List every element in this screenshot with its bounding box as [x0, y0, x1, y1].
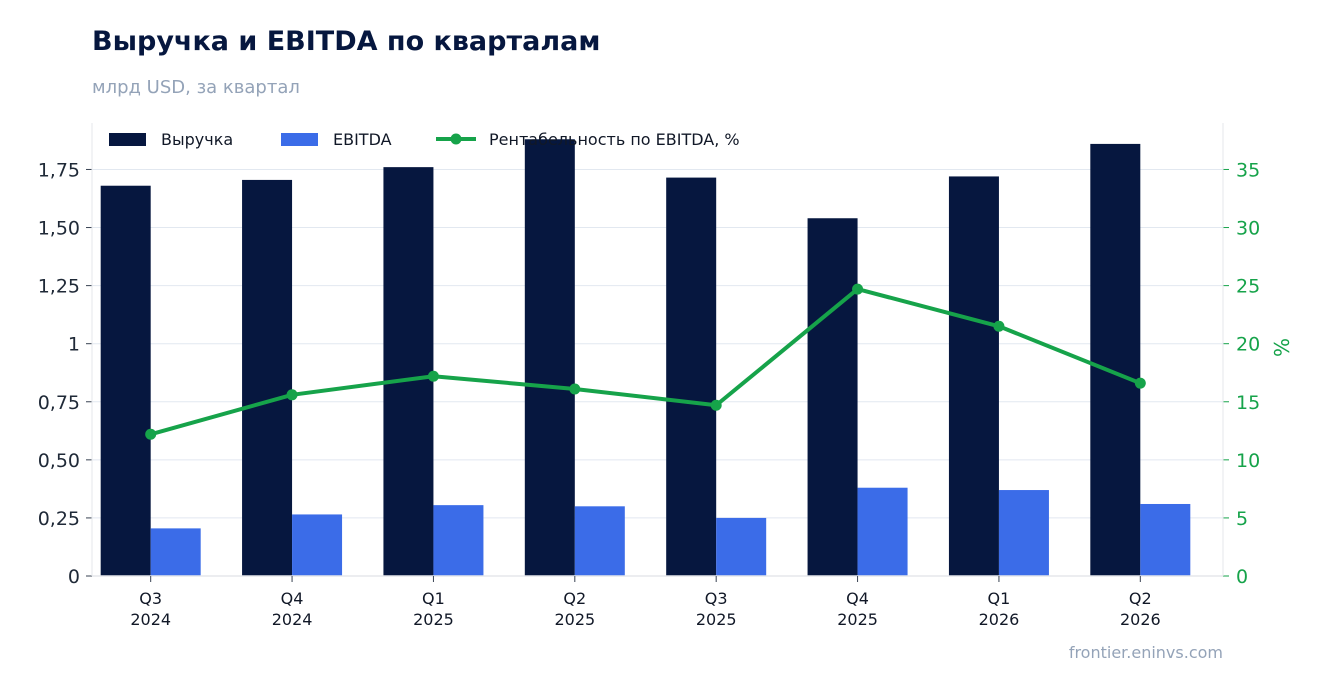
y-left-tick-label: 1,75 [38, 159, 80, 181]
x-tick-label-quarter: Q2 [563, 589, 586, 608]
x-tick-label-quarter: Q4 [846, 589, 869, 608]
x-tick-label-year: 2026 [979, 610, 1020, 629]
x-tick-label-quarter: Q3 [705, 589, 728, 608]
y-right-tick-label: 25 [1236, 276, 1260, 298]
bar-revenue [807, 218, 858, 576]
y-right-tick-label: 10 [1236, 450, 1260, 472]
bar-revenue [524, 139, 575, 576]
x-tick-label-quarter: Q4 [281, 589, 304, 608]
bar-ebitda [716, 517, 767, 576]
x-tick-label-quarter: Q1 [988, 589, 1011, 608]
bar-revenue [666, 177, 717, 577]
y-right-tick-label: 0 [1236, 566, 1248, 588]
x-tick-label-quarter: Q2 [1129, 589, 1152, 608]
y-left-tick-label: 0,25 [38, 508, 80, 530]
x-tick-label-year: 2024 [130, 610, 171, 629]
x-tick-label-year: 2025 [413, 610, 454, 629]
bar-ebitda [433, 505, 484, 576]
legend-label-revenue: Выручка [161, 130, 233, 149]
y-left-tick-label: 1 [68, 334, 80, 356]
legend: Выручка EBITDA Рентабельность по EBITDA, % [109, 130, 740, 149]
y-right-tick-label: 30 [1236, 218, 1260, 240]
y-right-tick-label: 15 [1236, 392, 1260, 414]
point-ebitda-margin [1134, 377, 1146, 389]
point-ebitda-margin [427, 370, 439, 382]
x-tick-label-year: 2024 [272, 610, 313, 629]
y-left-tick-label: 1,50 [38, 218, 80, 240]
y-left-tick-label: 0,75 [38, 392, 80, 414]
bar-ebitda [857, 487, 908, 576]
margin-line [145, 283, 1146, 440]
bar-ebitda [574, 506, 625, 576]
y-right-tick-label: 35 [1236, 159, 1260, 181]
bar-revenue [100, 185, 151, 576]
bar-revenue [242, 179, 293, 576]
bar-revenue [948, 176, 999, 576]
legend-label-ebitda: EBITDA [333, 130, 392, 149]
point-ebitda-margin [852, 283, 864, 295]
legend-swatch-margin-point [450, 133, 462, 145]
legend-swatch-ebitda [281, 133, 318, 146]
legend-label-margin: Рентабельность по EBITDA, % [489, 130, 740, 149]
point-ebitda-margin [993, 320, 1005, 332]
y-right-tick-label: 5 [1236, 508, 1248, 530]
y-right-tick-label: 20 [1236, 334, 1260, 356]
chart-title: Выручка и EBITDA по кварталам [92, 26, 601, 57]
tick-labels: 00,250,500,7511,251,501,7505101520253035… [38, 159, 1294, 629]
bar-ebitda [292, 514, 343, 576]
point-ebitda-margin [710, 399, 722, 411]
bar-ebitda [150, 528, 201, 576]
chart-subtitle: млрд USD, за квартал [92, 77, 300, 98]
axes [86, 123, 1229, 582]
bar-revenue [1090, 143, 1141, 576]
x-tick-label-quarter: Q3 [139, 589, 162, 608]
y-right-axis-title: % [1270, 338, 1294, 357]
x-tick-label-year: 2026 [1120, 610, 1161, 629]
bars [100, 139, 1191, 577]
y-left-tick-label: 0,50 [38, 450, 80, 472]
bar-revenue [383, 167, 434, 576]
line-ebitda-margin [150, 287, 1142, 437]
point-ebitda-margin [145, 428, 157, 440]
bar-ebitda [998, 490, 1049, 576]
x-tick-label-year: 2025 [554, 610, 595, 629]
x-tick-label-year: 2025 [696, 610, 737, 629]
y-left-tick-label: 0 [68, 566, 80, 588]
point-ebitda-margin [286, 389, 298, 401]
point-ebitda-margin [569, 383, 581, 395]
y-left-tick-label: 1,25 [38, 276, 80, 298]
x-tick-label-year: 2025 [837, 610, 878, 629]
legend-swatch-revenue [109, 133, 146, 146]
source-credit: frontier.eninvs.com [1068, 643, 1223, 662]
bar-ebitda [1140, 503, 1191, 576]
x-tick-label-quarter: Q1 [422, 589, 445, 608]
